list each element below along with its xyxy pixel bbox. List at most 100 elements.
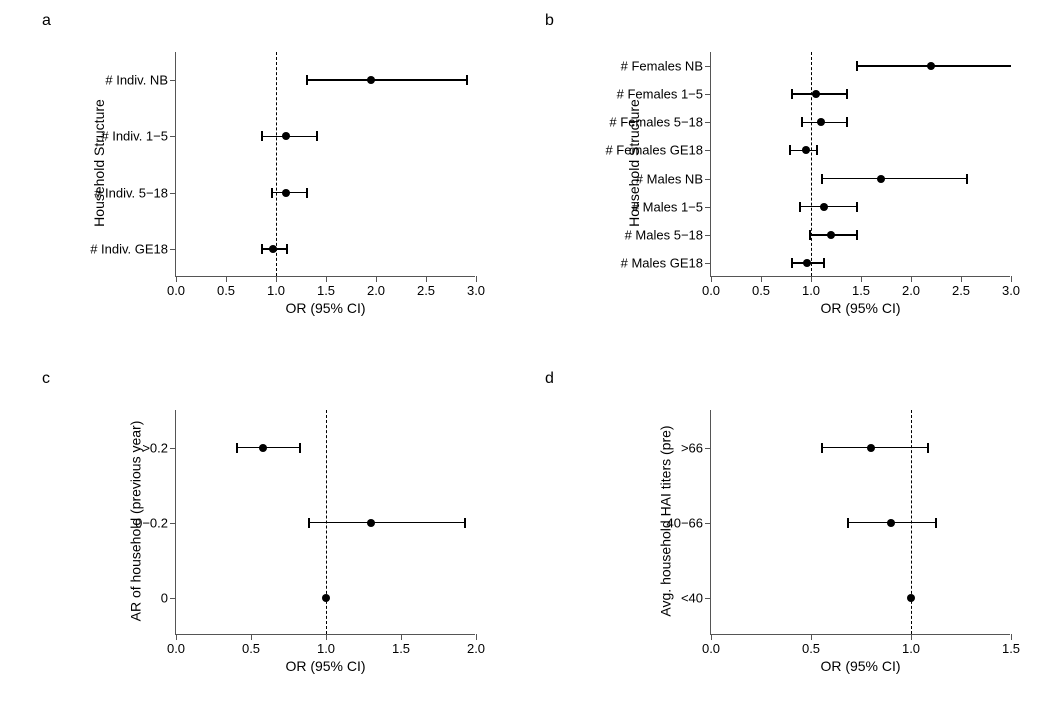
plot-area-d: 0.00.51.01.5OR (95% CI)>6640−66<40	[710, 410, 1010, 635]
x-tick	[326, 634, 327, 640]
ci-cap-low	[821, 443, 823, 453]
point-estimate	[927, 62, 935, 70]
y-tick-label: >66	[681, 440, 711, 455]
x-tick-label: 1.0	[902, 641, 920, 656]
ci-cap-high	[856, 202, 858, 212]
x-axis-label: OR (95% CI)	[285, 658, 365, 674]
panel-letter-b: b	[545, 12, 554, 30]
x-tick-label: 2.5	[417, 283, 435, 298]
x-tick	[401, 634, 402, 640]
panel-letter-c: c	[42, 370, 50, 388]
x-axis-label: OR (95% CI)	[820, 658, 900, 674]
ci-cap-low	[856, 61, 858, 71]
y-tick-label: >0.2	[142, 440, 176, 455]
y-tick-label: # Males 5−18	[625, 227, 711, 242]
x-tick-label: 0.5	[217, 283, 235, 298]
y-axis-label: AR of household (previous year)	[127, 420, 143, 621]
x-tick	[761, 276, 762, 282]
x-tick	[176, 276, 177, 282]
ci-cap-high	[823, 258, 825, 268]
point-estimate	[867, 444, 875, 452]
x-tick-label: 3.0	[467, 283, 485, 298]
ci-cap-high	[935, 518, 937, 528]
ci-cap-low	[791, 258, 793, 268]
point-estimate	[802, 146, 810, 154]
y-tick-label: # Indiv. 1−5	[101, 129, 176, 144]
ci-cap-low	[261, 131, 263, 141]
ci-cap-low	[306, 75, 308, 85]
x-tick-label: 0.0	[702, 283, 720, 298]
panel-letter-d: d	[545, 370, 554, 388]
y-tick-label: # Females NB	[621, 59, 711, 74]
y-tick-label: # Males NB	[636, 171, 711, 186]
x-tick-label: 3.0	[1002, 283, 1020, 298]
ci-cap-high	[299, 443, 301, 453]
point-estimate	[259, 444, 267, 452]
ci-cap-high	[316, 131, 318, 141]
plot-area-c: 0.00.51.01.52.0OR (95% CI)>0.20−0.20	[175, 410, 475, 635]
ci-cap-low	[801, 117, 803, 127]
point-estimate	[817, 118, 825, 126]
ci-cap-high	[966, 174, 968, 184]
x-tick-label: 1.5	[1002, 641, 1020, 656]
ci-line	[236, 447, 299, 449]
point-estimate	[803, 259, 811, 267]
ci-cap-low	[809, 230, 811, 240]
ci-cap-high	[466, 75, 468, 85]
x-tick	[226, 276, 227, 282]
x-tick	[711, 634, 712, 640]
x-tick-label: 1.5	[317, 283, 335, 298]
x-tick	[276, 276, 277, 282]
point-estimate	[367, 519, 375, 527]
x-tick-label: 1.0	[317, 641, 335, 656]
figure-container: a 0.0 0.5 1.0 1.5 2.0 2.5 3.0 OR (95% CI) # Indiv…	[0, 0, 1050, 725]
x-tick	[476, 276, 477, 282]
x-tick-label: 0.5	[802, 641, 820, 656]
x-axis-label: OR (95% CI)	[820, 300, 900, 316]
x-tick-label: 0.0	[167, 641, 185, 656]
ci-cap-low	[261, 244, 263, 254]
x-tick	[251, 634, 252, 640]
x-tick-label: 0.5	[752, 283, 770, 298]
x-axis-label: OR (95% CI)	[285, 300, 365, 316]
x-tick	[176, 634, 177, 640]
x-tick-label: 2.0	[902, 283, 920, 298]
ci-cap-low	[308, 518, 310, 528]
ci-line	[308, 522, 464, 524]
ci-cap-low	[791, 89, 793, 99]
point-estimate	[282, 132, 290, 140]
point-estimate	[907, 594, 915, 602]
point-estimate	[820, 203, 828, 211]
panel-letter-a: a	[42, 12, 51, 30]
ci-line	[821, 178, 966, 180]
x-tick-label: 2.5	[952, 283, 970, 298]
x-tick-label: 1.0	[802, 283, 820, 298]
y-tick-label: # Indiv. NB	[105, 73, 176, 88]
x-tick	[376, 276, 377, 282]
x-tick	[861, 276, 862, 282]
x-tick-label: 0.0	[702, 641, 720, 656]
x-tick	[326, 276, 327, 282]
x-tick-label: 1.0	[267, 283, 285, 298]
ci-cap-high	[286, 244, 288, 254]
x-tick	[426, 276, 427, 282]
y-tick-label: # Males 1−5	[632, 199, 711, 214]
ci-cap-low	[789, 145, 791, 155]
point-estimate	[812, 90, 820, 98]
y-axis-label: Household Structure	[626, 99, 642, 227]
y-tick-label: # Females GE18	[605, 143, 711, 158]
x-tick-label: 2.0	[367, 283, 385, 298]
y-tick-label: # Indiv. GE18	[90, 241, 176, 256]
y-tick-label: 0	[161, 590, 176, 605]
x-tick-label: 1.5	[392, 641, 410, 656]
y-axis-label: Avg. household HAI titers (pre)	[658, 425, 674, 616]
x-tick-label: 0.0	[167, 283, 185, 298]
ci-cap-high	[306, 188, 308, 198]
point-estimate	[877, 175, 885, 183]
reference-line	[276, 52, 277, 276]
x-tick	[1011, 276, 1012, 282]
ci-cap-high	[816, 145, 818, 155]
x-tick	[911, 634, 912, 640]
point-estimate	[269, 245, 277, 253]
ci-cap-high	[846, 117, 848, 127]
